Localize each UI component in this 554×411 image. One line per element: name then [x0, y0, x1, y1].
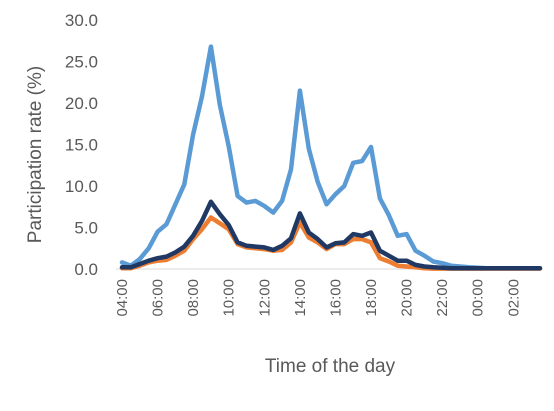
y-axis-ticks: 0.0 5.0 10.0 15.0 20.0 25.0 30.0	[65, 11, 98, 279]
y-tick-label: 30.0	[65, 11, 98, 30]
x-tick-label: 08:00	[185, 279, 202, 317]
x-tick-label: 22:00	[434, 279, 451, 317]
series-line-1	[119, 44, 543, 271]
y-tick-label: 5.0	[74, 219, 98, 238]
x-axis-ticks: 04:00 06:00 08:00 10:00 12:00 14:00 16:00 18:00…	[114, 279, 522, 317]
y-tick-label: 0.0	[74, 260, 98, 279]
y-tick-label: 10.0	[65, 177, 98, 196]
x-tick-label: 16:00	[327, 279, 344, 317]
y-tick-label: 15.0	[65, 136, 98, 155]
x-tick-label: 18:00	[363, 279, 380, 317]
x-tick-label: 14:00	[292, 279, 309, 317]
x-tick-label: 20:00	[399, 279, 416, 317]
y-tick-label: 25.0	[65, 53, 98, 72]
series-lines	[119, 44, 543, 271]
x-tick-label: 10:00	[221, 279, 238, 317]
x-tick-label: 00:00	[470, 279, 487, 317]
x-tick-label: 02:00	[505, 279, 522, 317]
y-axis-label: Participation rate (%)	[25, 66, 46, 243]
x-tick-label: 06:00	[150, 279, 167, 317]
series-line-3	[119, 199, 543, 271]
x-tick-label: 12:00	[256, 279, 273, 317]
y-tick-label: 20.0	[65, 94, 98, 113]
x-axis-label: Time of the day	[265, 356, 396, 377]
x-tick-label: 04:00	[114, 279, 131, 317]
